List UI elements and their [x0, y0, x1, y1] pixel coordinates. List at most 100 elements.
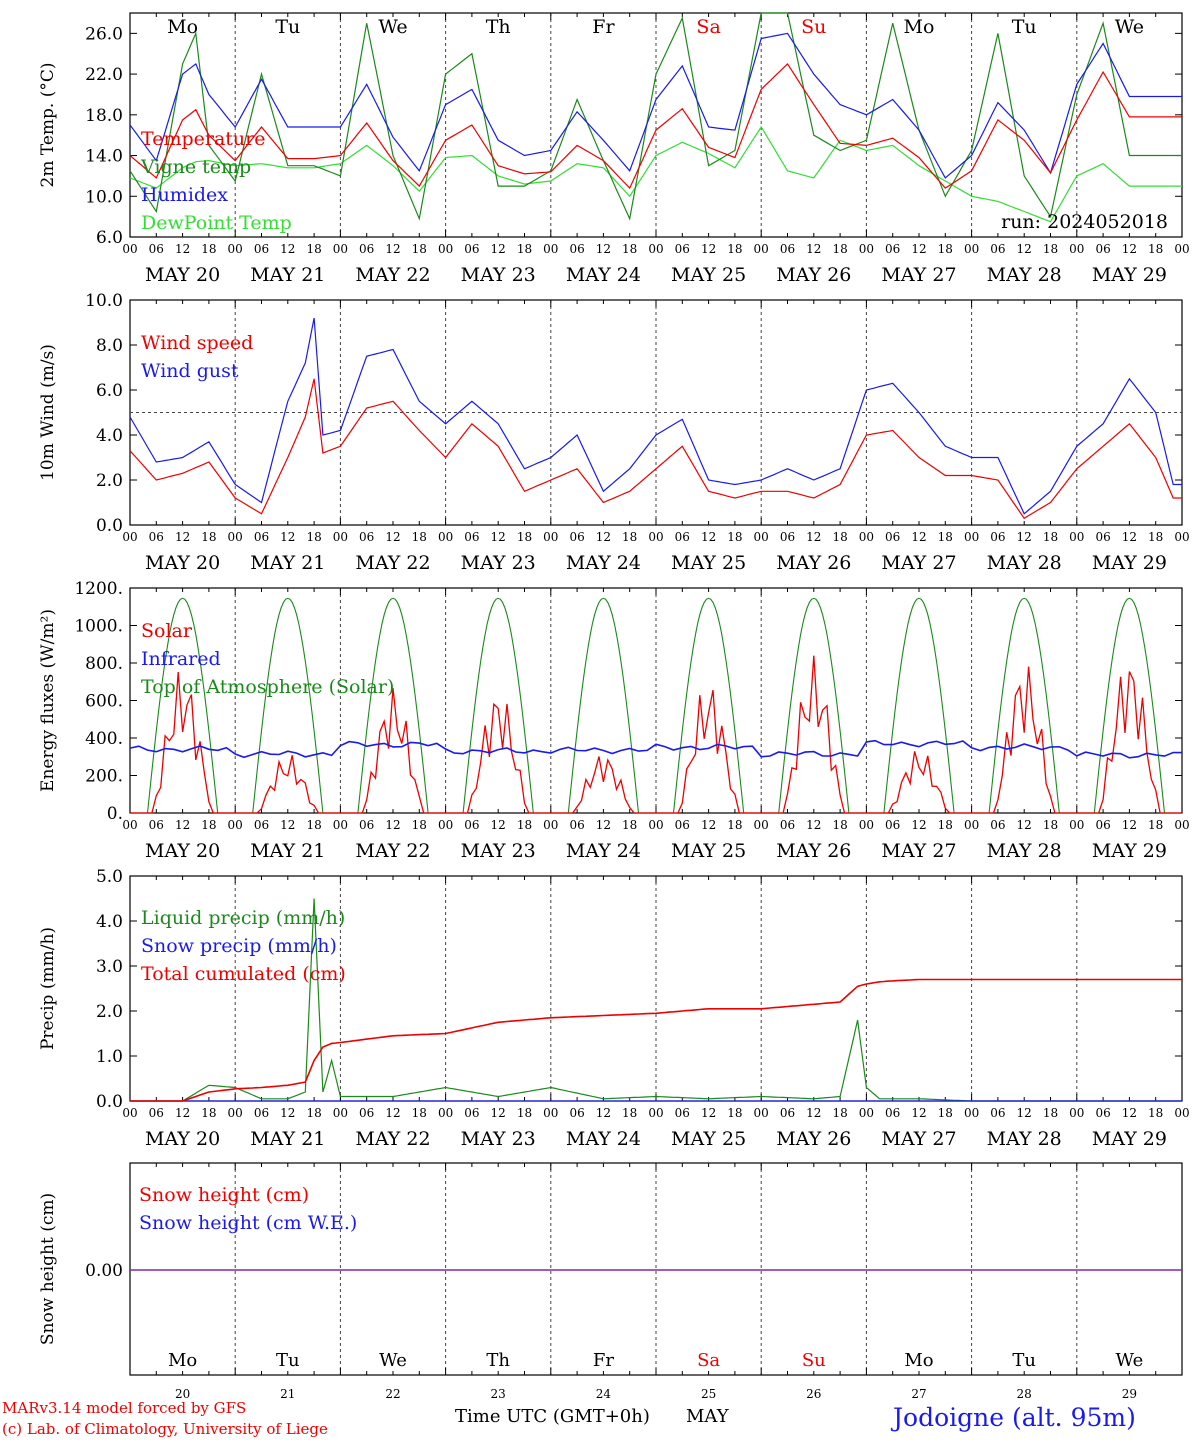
hour-tick-label: 18 [412, 242, 427, 256]
hour-tick-label: 00 [543, 818, 558, 832]
hour-tick-label: 12 [491, 530, 506, 544]
hour-tick-label: 12 [491, 818, 506, 832]
y-tick-label: 3.0 [96, 957, 123, 977]
hour-tick-label: 00 [543, 1106, 558, 1120]
legend-entry: Snow height (cm W.E.) [139, 1212, 357, 1234]
hour-tick-label: 18 [832, 818, 847, 832]
hour-tick-label: 00 [648, 1106, 663, 1120]
y-tick-label: 800. [85, 654, 123, 674]
hour-tick-label: 00 [438, 242, 453, 256]
hour-tick-label: 18 [622, 1106, 637, 1120]
hour-tick-label: 12 [385, 1106, 400, 1120]
y-tick-label: 2.0 [96, 471, 123, 491]
hour-tick-label: 18 [517, 1106, 532, 1120]
hour-tick-label: 06 [254, 530, 269, 544]
hour-tick-label: 12 [911, 1106, 926, 1120]
hour-tick-label: 12 [596, 818, 611, 832]
day-number-label: 22 [385, 1387, 400, 1401]
hour-tick-label: 06 [675, 242, 690, 256]
hour-tick-label: 06 [254, 1106, 269, 1120]
hour-tick-label: 18 [306, 242, 321, 256]
hour-tick-label: 12 [1122, 1106, 1137, 1120]
hour-tick-label: 12 [1017, 530, 1032, 544]
legend-entry: Top of Atmosphere (Solar) [141, 676, 394, 698]
hour-tick-label: 00 [964, 1106, 979, 1120]
panel-frame-temp [129, 12, 1183, 238]
hour-tick-label: 06 [1095, 530, 1110, 544]
y-tick-label: 400. [85, 729, 123, 749]
weekday-label: Mo [904, 1350, 933, 1371]
hour-tick-label: 18 [306, 818, 321, 832]
hour-tick-label: 00 [859, 242, 874, 256]
series-solar [130, 655, 1182, 814]
hour-tick-label: 18 [517, 242, 532, 256]
date-label: MAY 22 [355, 840, 430, 862]
weekday-label: Tu [276, 1350, 300, 1371]
date-label: MAY 26 [776, 552, 851, 574]
date-label: MAY 29 [1092, 264, 1167, 286]
hour-tick-label: 06 [675, 1106, 690, 1120]
series-humidex [129, 32, 1182, 179]
hour-tick-label: 18 [517, 818, 532, 832]
hour-tick-label: 12 [175, 1106, 190, 1120]
hour-tick-label: 18 [517, 530, 532, 544]
hour-tick-label: 00 [122, 1106, 137, 1120]
series-total-cumulated-cm- [130, 978, 1182, 1102]
hour-tick-label: 12 [911, 818, 926, 832]
hour-tick-label: 18 [1043, 530, 1058, 544]
weekday-label: Tu [275, 16, 300, 38]
hour-tick-label: 18 [727, 242, 742, 256]
legend-entry: Solar [141, 620, 193, 642]
hour-tick-label: 12 [491, 1106, 506, 1120]
date-label: MAY 23 [461, 552, 536, 574]
date-label: MAY 20 [145, 1128, 220, 1150]
date-label: MAY 22 [355, 264, 430, 286]
hour-tick-label: 06 [569, 818, 584, 832]
hour-tick-label: 12 [806, 242, 821, 256]
hour-tick-label: 00 [438, 1106, 453, 1120]
y-axis-label-snow: Snow height (cm) [38, 1193, 58, 1345]
hour-tick-label: 12 [1122, 530, 1137, 544]
hour-tick-label: 06 [675, 818, 690, 832]
hour-tick-label: 18 [1148, 530, 1163, 544]
hour-tick-label: 00 [754, 530, 769, 544]
date-label: MAY 21 [250, 1128, 325, 1150]
hour-tick-label: 18 [201, 1106, 216, 1120]
y-tick-label: 6.0 [96, 228, 123, 248]
series-temperature [129, 62, 1182, 190]
hour-tick-label: 00 [859, 818, 874, 832]
hour-tick-label: 06 [149, 1106, 164, 1120]
date-label: MAY 24 [566, 264, 641, 286]
hour-tick-label: 12 [175, 242, 190, 256]
hour-tick-label: 06 [149, 242, 164, 256]
weekday-label: Mo [168, 1350, 197, 1371]
date-label: MAY 28 [987, 1128, 1062, 1150]
hour-tick-label: 12 [280, 242, 295, 256]
hour-tick-label: 12 [1017, 818, 1032, 832]
date-label: MAY 24 [566, 840, 641, 862]
hour-tick-label: 00 [543, 242, 558, 256]
hour-tick-label: 18 [1148, 818, 1163, 832]
day-number-label: 24 [596, 1387, 612, 1401]
date-label: MAY 22 [355, 552, 430, 574]
hour-tick-label: 12 [280, 530, 295, 544]
y-tick-label: 1.0 [96, 1047, 123, 1067]
hour-tick-label: 06 [464, 818, 479, 832]
hour-tick-label: 06 [990, 818, 1005, 832]
hour-tick-label: 12 [385, 242, 400, 256]
day-number-label: 23 [491, 1387, 506, 1401]
y-axis-label-wind: 10m Wind (m/s) [38, 344, 58, 481]
hour-tick-label: 00 [964, 242, 979, 256]
series-vigne-temp [129, 12, 1182, 221]
y-tick-label: 10.0 [85, 291, 123, 311]
hour-tick-label: 00 [228, 530, 243, 544]
hour-tick-label: 18 [938, 530, 953, 544]
hour-tick-label: 00 [1174, 1106, 1189, 1120]
hour-tick-label: 18 [832, 1106, 847, 1120]
model-credit: MARv3.14 model forced by GFS [2, 1399, 247, 1417]
hour-tick-label: 06 [885, 818, 900, 832]
hour-tick-label: 00 [1174, 242, 1189, 256]
day-number-label: 21 [280, 1387, 295, 1401]
weekday-label: Th [486, 1350, 510, 1371]
series-dewpoint-temp [129, 125, 1182, 223]
